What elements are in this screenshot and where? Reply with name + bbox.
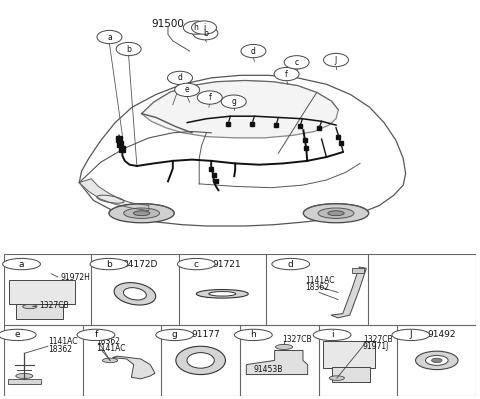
- Text: 1327CB: 1327CB: [363, 335, 393, 344]
- Text: b: b: [203, 29, 208, 38]
- Circle shape: [77, 329, 115, 341]
- Ellipse shape: [318, 208, 354, 218]
- Text: c: c: [295, 58, 299, 67]
- Circle shape: [192, 21, 216, 34]
- Text: b: b: [126, 45, 131, 53]
- Text: 91500: 91500: [152, 19, 184, 29]
- Circle shape: [156, 329, 193, 341]
- Text: i: i: [203, 23, 205, 32]
- Ellipse shape: [124, 208, 159, 218]
- Ellipse shape: [432, 358, 442, 363]
- Text: 18362: 18362: [48, 345, 72, 354]
- Polygon shape: [331, 267, 366, 318]
- Text: 1141AC: 1141AC: [48, 338, 77, 346]
- Ellipse shape: [196, 290, 248, 298]
- Ellipse shape: [133, 211, 150, 215]
- Text: 18362: 18362: [305, 283, 329, 292]
- Polygon shape: [246, 350, 308, 375]
- Circle shape: [0, 329, 36, 341]
- Circle shape: [116, 42, 141, 56]
- Polygon shape: [112, 356, 155, 379]
- Circle shape: [241, 44, 266, 58]
- FancyBboxPatch shape: [9, 280, 75, 304]
- Text: f: f: [208, 93, 211, 102]
- Ellipse shape: [114, 282, 156, 305]
- Text: 91177: 91177: [191, 330, 220, 340]
- Text: e: e: [185, 85, 190, 95]
- Text: d: d: [251, 47, 256, 55]
- Circle shape: [103, 358, 118, 363]
- Ellipse shape: [209, 292, 236, 296]
- Circle shape: [178, 259, 215, 270]
- Circle shape: [97, 30, 122, 43]
- Text: 1141AC: 1141AC: [305, 276, 335, 285]
- Text: a: a: [107, 33, 112, 41]
- Circle shape: [324, 53, 348, 67]
- Circle shape: [90, 259, 128, 270]
- Ellipse shape: [96, 195, 124, 203]
- Circle shape: [175, 83, 200, 97]
- Text: J: J: [335, 55, 337, 65]
- Text: g: g: [172, 330, 178, 340]
- Polygon shape: [142, 81, 338, 138]
- Text: h: h: [193, 23, 198, 32]
- Circle shape: [16, 373, 33, 379]
- Text: f: f: [94, 330, 97, 340]
- Ellipse shape: [425, 356, 448, 365]
- Text: 91453B: 91453B: [253, 365, 283, 374]
- Text: d: d: [178, 73, 182, 82]
- Text: 18362: 18362: [96, 337, 120, 346]
- FancyBboxPatch shape: [16, 304, 63, 319]
- Text: 91972H: 91972H: [60, 273, 90, 282]
- Text: 91971J: 91971J: [363, 342, 389, 352]
- Text: d: d: [288, 260, 294, 269]
- Text: i: i: [331, 330, 334, 340]
- Ellipse shape: [176, 346, 226, 375]
- Text: J: J: [409, 330, 412, 340]
- Circle shape: [197, 91, 222, 104]
- Circle shape: [193, 27, 218, 40]
- Circle shape: [272, 259, 310, 270]
- Circle shape: [221, 95, 246, 108]
- Ellipse shape: [123, 288, 146, 300]
- Ellipse shape: [303, 203, 369, 223]
- Ellipse shape: [109, 203, 174, 223]
- Text: 91721: 91721: [213, 260, 241, 269]
- Circle shape: [392, 329, 430, 341]
- Circle shape: [235, 329, 272, 341]
- Circle shape: [3, 259, 40, 270]
- Text: 1327CB: 1327CB: [282, 335, 312, 344]
- Text: 84172D: 84172D: [122, 260, 157, 269]
- Text: b: b: [106, 260, 112, 269]
- Ellipse shape: [187, 353, 214, 368]
- Circle shape: [168, 71, 192, 85]
- Ellipse shape: [416, 351, 458, 369]
- Polygon shape: [79, 179, 149, 211]
- Ellipse shape: [328, 211, 344, 215]
- Bar: [8, 379, 41, 385]
- Text: c: c: [194, 260, 199, 269]
- Text: e: e: [14, 330, 20, 340]
- Circle shape: [313, 329, 351, 341]
- Circle shape: [329, 376, 344, 380]
- Circle shape: [284, 56, 309, 69]
- Text: 91492: 91492: [427, 330, 456, 340]
- Text: 1327CB: 1327CB: [39, 301, 69, 310]
- Text: h: h: [251, 330, 256, 340]
- Circle shape: [276, 344, 293, 350]
- FancyBboxPatch shape: [332, 367, 370, 382]
- Circle shape: [23, 304, 37, 309]
- Text: 1141AC: 1141AC: [96, 344, 125, 353]
- Bar: [352, 269, 364, 273]
- FancyBboxPatch shape: [323, 341, 374, 368]
- Text: f: f: [285, 69, 288, 79]
- Circle shape: [183, 21, 208, 34]
- Text: g: g: [231, 97, 236, 106]
- Circle shape: [274, 67, 299, 81]
- Text: a: a: [19, 260, 24, 269]
